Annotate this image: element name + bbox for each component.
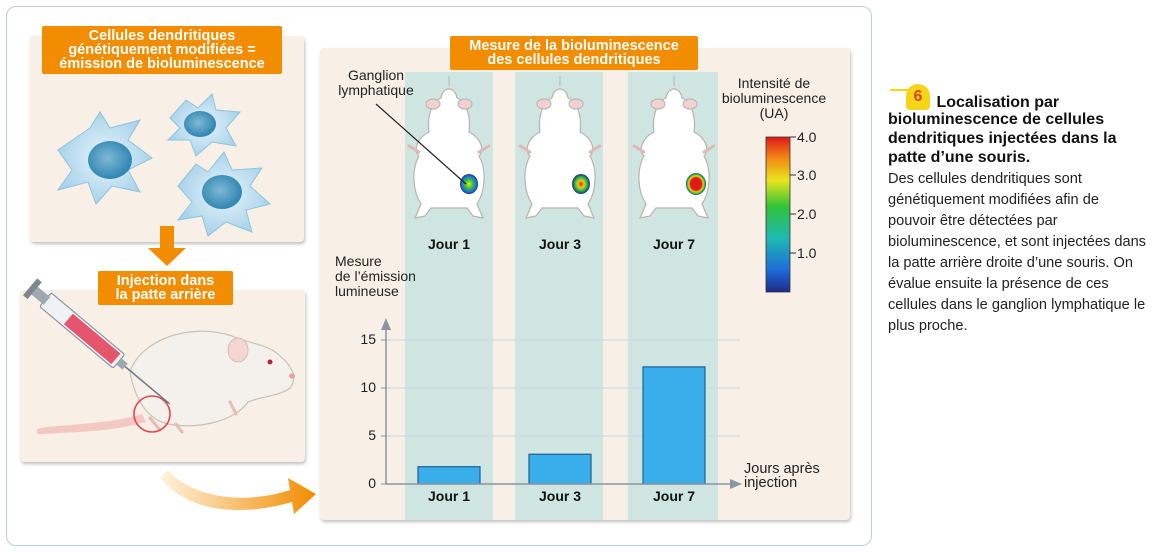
mouse-day-label: Jour 7 — [652, 236, 695, 252]
caption-title: Localisation par — [936, 94, 1060, 111]
x-category-label: Jour 3 — [538, 488, 581, 504]
bioluminescence-spot-day-1 — [460, 174, 478, 194]
y-tick-label: 15 — [360, 331, 376, 347]
injection-label: Injection dans la patte arrière — [98, 271, 233, 305]
bar-jour-1 — [417, 466, 481, 485]
ganglion-label: Ganglion lymphatique — [338, 67, 414, 98]
curved-arrow-icon — [160, 470, 316, 514]
down-arrow-icon — [148, 226, 186, 266]
x-category-label: Jour 1 — [427, 488, 470, 504]
cells-label: Cellules dendritiques génétiquement modi… — [42, 26, 282, 74]
dendritic-cells-illustration — [56, 93, 272, 237]
y-axis-arrow-icon — [381, 318, 391, 330]
color-scale-tick: 3.0 — [797, 167, 817, 183]
bar-jour-7 — [642, 366, 706, 485]
mouse-day-label: Jour 3 — [538, 236, 581, 252]
measure-label: Mesure de la bioluminescence des cellule… — [450, 36, 698, 70]
figure-caption: 6 Localisation par bioluminescence de ce… — [888, 84, 1146, 337]
mouse-day-label: Jour 1 — [427, 236, 470, 252]
y-tick-label: 0 — [368, 475, 376, 491]
x-axis-arrow-icon — [730, 479, 742, 489]
caption-title-rest: bioluminescence de cellules dendritiques… — [888, 111, 1117, 166]
caption-number-badge: 6 — [890, 84, 930, 110]
bioluminescence-spot-day-7 — [686, 173, 706, 195]
bioluminescence-spot-day-3 — [572, 174, 590, 194]
y-tick-label: 10 — [360, 379, 376, 395]
y-tick-label: 5 — [368, 427, 376, 443]
color-scale-tick: 2.0 — [797, 206, 817, 222]
ganglion-pointer — [375, 103, 467, 185]
x-axis-title: Jours après injection — [744, 461, 820, 491]
caption-body: Des cellules dendritiques sont génétique… — [888, 171, 1146, 334]
bar-jour-3 — [528, 453, 592, 485]
injected-mouse-illustration — [23, 278, 295, 435]
color-scale-bar — [765, 136, 791, 293]
x-category-label: Jour 7 — [652, 488, 695, 504]
intensity-scale-title: Intensité de bioluminescence (UA) — [721, 75, 827, 121]
y-axis-title: Mesure de l’émission lumineuse — [335, 253, 416, 299]
color-scale-tick: 4.0 — [797, 129, 817, 145]
color-scale-tick: 1.0 — [797, 245, 817, 261]
